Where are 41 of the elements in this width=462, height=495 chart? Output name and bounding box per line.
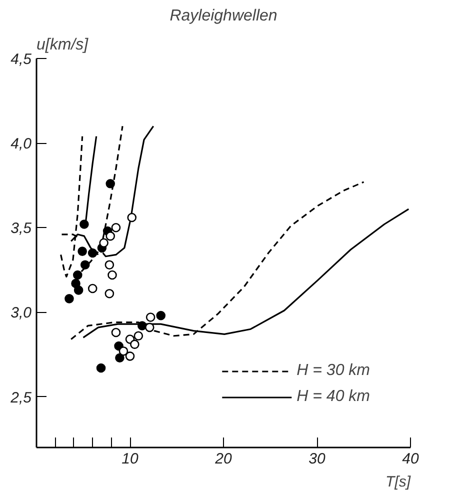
point <box>78 246 87 256</box>
point <box>72 270 82 280</box>
point <box>130 340 140 349</box>
point <box>80 260 90 270</box>
point <box>99 238 108 248</box>
point <box>88 248 98 258</box>
y-tick-label: 4,0 <box>10 136 32 153</box>
point <box>104 288 114 298</box>
x-tick-label: 10 <box>122 450 139 468</box>
point <box>64 294 74 304</box>
point <box>125 352 135 361</box>
point <box>80 220 89 229</box>
point <box>96 363 106 373</box>
legend-label: H = 40 km <box>296 388 370 406</box>
point <box>118 346 128 356</box>
y-tick-label: 3,0 <box>10 304 32 322</box>
y-tick-label: 4,5 <box>10 51 32 68</box>
x-axis-title: T[s] <box>386 474 412 490</box>
y-axis-title: u[km/s] <box>36 36 89 54</box>
point <box>146 312 156 322</box>
legend-label: H = 30 km <box>296 362 370 380</box>
chart-title: Rayleighwellen <box>170 8 278 24</box>
y-tick-label: 3,5 <box>10 220 32 238</box>
point <box>156 310 166 320</box>
point <box>111 328 121 338</box>
point <box>138 321 147 330</box>
point <box>74 286 84 295</box>
point <box>115 353 124 363</box>
x-tick-label: 30 <box>308 450 326 468</box>
point <box>88 284 98 294</box>
x-tick-label: 40 <box>402 450 420 468</box>
point <box>106 231 116 241</box>
point <box>106 179 116 188</box>
point <box>134 331 144 341</box>
point <box>127 212 137 222</box>
point <box>108 270 117 280</box>
point <box>104 260 114 270</box>
y-tick-label: 2,5 <box>10 389 32 406</box>
x-tick-label: 20 <box>214 450 232 468</box>
point <box>144 322 154 332</box>
point <box>111 222 121 232</box>
